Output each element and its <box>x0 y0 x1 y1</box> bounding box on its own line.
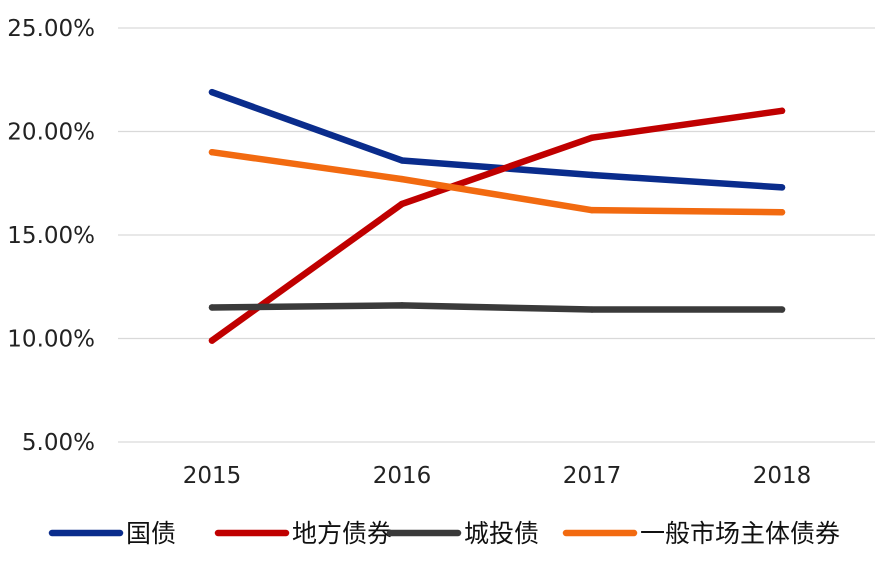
data-point <box>398 302 406 309</box>
y-axis-tick-labels: 5.00% 10.00% 15.00% 20.00% 25.00% <box>7 16 95 456</box>
data-point <box>398 175 406 183</box>
x-tick-label: 2016 <box>373 463 432 489</box>
x-tick-label: 2015 <box>183 463 242 489</box>
data-point <box>588 134 596 141</box>
legend-label: 城投债 <box>464 519 539 548</box>
data-point <box>588 171 596 179</box>
data-point <box>398 200 406 208</box>
data-point <box>208 304 216 311</box>
y-tick-label: 5.00% <box>22 430 95 456</box>
legend-label: 国债 <box>126 519 176 548</box>
x-axis-tick-labels: 2015 2016 2017 2018 <box>183 463 812 489</box>
legend-label: 一般市场主体债券 <box>640 519 840 548</box>
data-point <box>398 157 406 164</box>
data-point <box>208 337 216 344</box>
y-tick-label: 25.00% <box>7 16 95 42</box>
gridlines <box>118 27 875 443</box>
data-point <box>778 107 786 115</box>
data-point <box>778 306 786 313</box>
legend-label: 地方债券 <box>292 519 392 548</box>
data-point <box>208 88 216 96</box>
data-point <box>778 184 786 191</box>
series-line-3 <box>208 148 786 216</box>
x-tick-label: 2017 <box>563 463 622 489</box>
y-tick-label: 20.00% <box>7 120 95 146</box>
y-tick-label: 10.00% <box>7 327 95 353</box>
data-point <box>588 206 596 214</box>
series-line-1 <box>208 107 786 344</box>
x-tick-label: 2018 <box>753 463 812 489</box>
series-line-2 <box>208 302 786 313</box>
data-point <box>778 209 786 216</box>
data-point <box>208 149 216 156</box>
data-point <box>588 306 596 313</box>
series-lines <box>208 88 786 344</box>
y-tick-label: 15.00% <box>7 223 95 249</box>
legend: 国债 地方债券 城投债 一般市场主体债券 <box>48 519 840 548</box>
